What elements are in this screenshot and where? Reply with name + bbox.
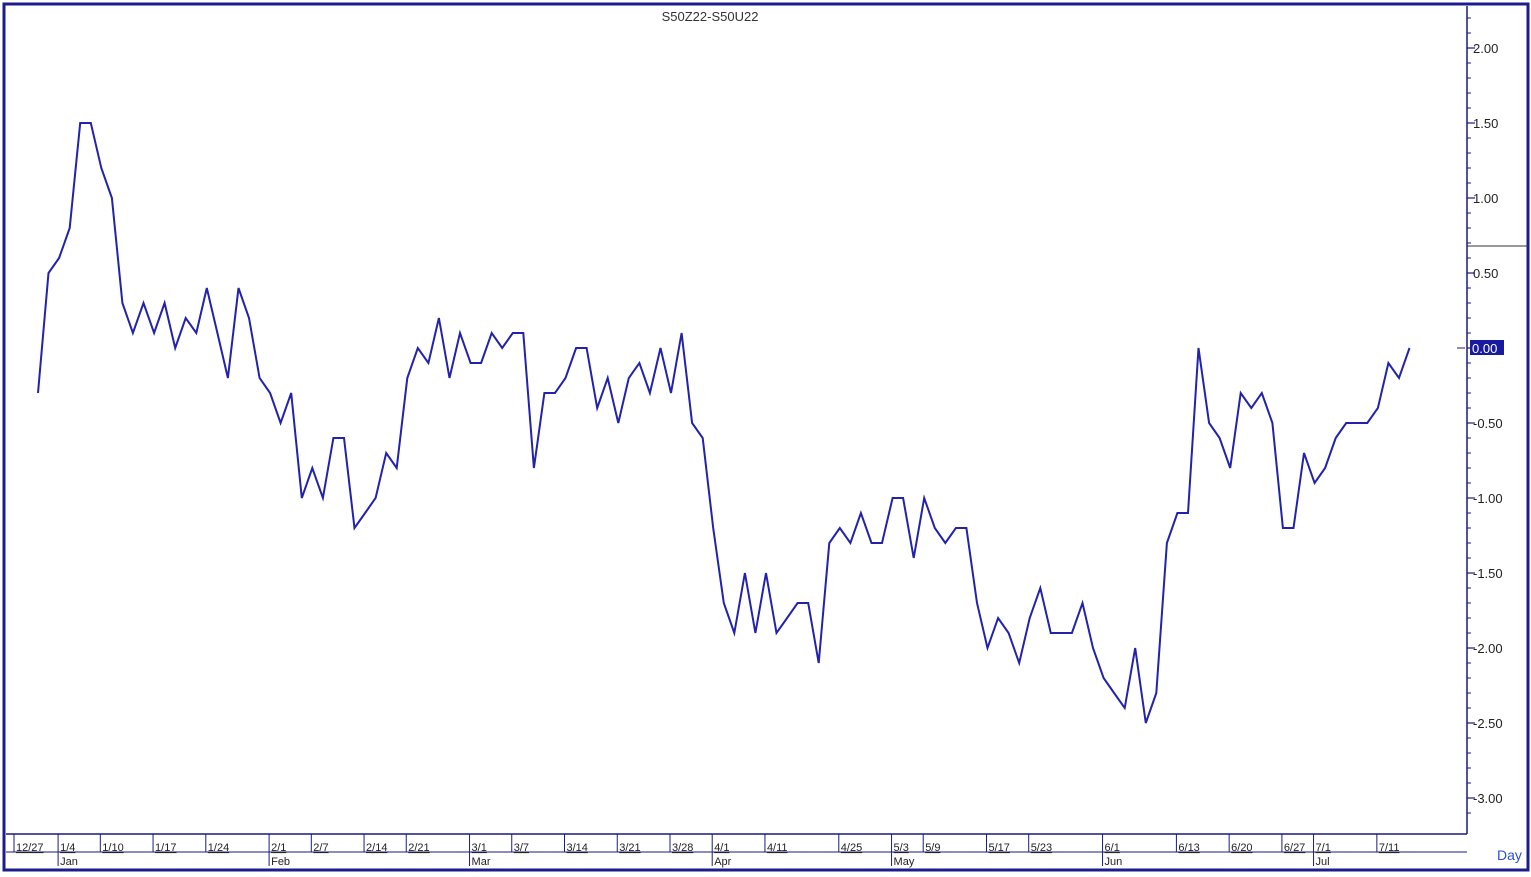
last-value-label: 0.00 xyxy=(1472,341,1497,356)
x-tick-label: 2/21 xyxy=(408,842,429,854)
x-tick-label: 12/27 xyxy=(16,842,44,854)
series-line xyxy=(37,122,1411,724)
x-tick-label: 4/25 xyxy=(841,842,862,854)
y-tick-label: -0.50 xyxy=(1473,416,1503,431)
x-tick-label: 6/27 xyxy=(1284,842,1305,854)
y-tick-label: -3.00 xyxy=(1473,791,1503,806)
y-tick-label: 1.50 xyxy=(1473,116,1498,131)
x-tick-label: 5/23 xyxy=(1031,842,1052,854)
x-tick-label: 3/28 xyxy=(672,842,693,854)
chart-title: S50Z22-S50U22 xyxy=(662,9,759,24)
y-axis-ticks: 2.00 1.50 1.00 0.50 -0.50 -1.00 -1.50 -2.00 -2.5… xyxy=(1467,41,1503,806)
x-tick-label: 6/13 xyxy=(1178,842,1199,854)
y-tick-label: -2.50 xyxy=(1473,716,1503,731)
x-tick-label: 5/9 xyxy=(925,842,940,854)
x-tick-label: 3/14 xyxy=(567,842,588,854)
y-tick-label: -1.00 xyxy=(1473,491,1503,506)
x-month-label: May xyxy=(894,856,915,868)
x-tick-label: 1/4 xyxy=(60,842,75,854)
x-month-label: Apr xyxy=(714,856,731,868)
x-tick-label: 3/7 xyxy=(514,842,529,854)
y-tick-label: -1.50 xyxy=(1473,566,1503,581)
y-tick-label: 1.00 xyxy=(1473,191,1498,206)
x-tick-label: 7/1 xyxy=(1316,842,1331,854)
x-tick-label: 3/1 xyxy=(472,842,487,854)
x-month-label: Jan xyxy=(60,856,78,868)
x-month-label: Jul xyxy=(1316,856,1330,868)
x-tick-label: 4/11 xyxy=(767,842,788,854)
last-value-box xyxy=(1470,340,1504,355)
x-tick-label: 5/3 xyxy=(894,842,909,854)
x-tick-label: 2/7 xyxy=(313,842,328,854)
x-tick-label: 2/14 xyxy=(366,842,387,854)
x-tick-label: 2/1 xyxy=(271,842,286,854)
x-tick-label: 5/17 xyxy=(989,842,1010,854)
x-month-label: Jun xyxy=(1105,856,1123,868)
y-tick-label: -2.00 xyxy=(1473,641,1503,656)
x-month-label: Mar xyxy=(472,856,491,868)
x-tick-label: 6/1 xyxy=(1105,842,1120,854)
x-tick-label: 1/10 xyxy=(102,842,123,854)
period-label: Day xyxy=(1497,847,1522,863)
y-tick-label: 0.50 xyxy=(1473,266,1498,281)
last-value-marker: 0.00 xyxy=(1457,340,1504,356)
x-tick-label: 1/24 xyxy=(208,842,229,854)
x-tick-label: 4/1 xyxy=(714,842,729,854)
x-month-label: Feb xyxy=(271,856,290,868)
x-axis-months: Jan Feb Mar Apr May Jun Jul xyxy=(57,852,1330,868)
y-tick-label: 2.00 xyxy=(1473,41,1498,56)
x-tick-label: 1/17 xyxy=(155,842,176,854)
x-axis-ticks: 12/27 1/4 1/10 1/17 1/24 2/1 2/7 2/14 2/21 3/1 3/7… xyxy=(13,834,1400,854)
x-tick-label: 7/11 xyxy=(1379,842,1400,854)
x-tick-label: 3/21 xyxy=(619,842,640,854)
x-tick-label: 6/20 xyxy=(1231,842,1252,854)
